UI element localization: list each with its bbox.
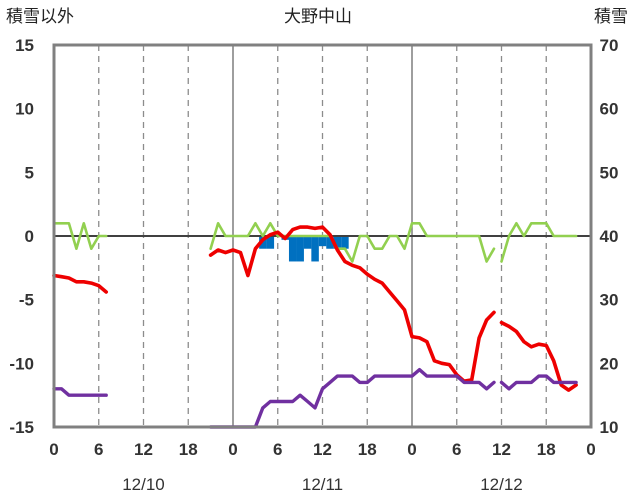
precipitation-bar [266,236,275,249]
left-tick-label: 15 [15,36,34,55]
right-tick-label: 60 [600,100,619,119]
precipitation-bar [333,236,342,249]
precipitation-bar [318,236,327,247]
wind-line [52,222,108,250]
x-tick-label: 6 [452,440,461,459]
series-lines [52,222,578,429]
snow-depth-line [499,374,578,391]
x-tick-label: 18 [179,440,198,459]
left-tick-label: 10 [15,100,34,119]
x-tick-label: 0 [407,440,416,459]
date-label: 12/10 [122,475,165,494]
x-tick-label: 12 [134,440,153,459]
precipitation-bar [303,236,312,249]
x-tick-label: 18 [358,440,377,459]
date-label: 12/12 [480,475,523,494]
left-tick-label: 0 [25,227,34,246]
right-tick-label: 30 [600,291,619,310]
chart-title: 大野中山 [284,7,352,27]
date-labels: 12/10 12/11 12/12 [122,475,523,494]
date-label: 12/11 [302,475,343,494]
right-tick-label: 10 [600,418,619,437]
left-tick-label: 5 [25,163,34,182]
left-tick-label: -5 [19,291,34,310]
x-tick-label: 0 [49,440,58,459]
right-tick-label: 20 [600,354,619,373]
left-axis-title: 積雪以外 [6,7,74,27]
x-axis-ticks: 0 6 12 18 0 6 12 18 0 6 12 18 0 [49,440,595,459]
precipitation-bar [326,236,334,249]
precipitation-bar [296,236,304,262]
wind-line [209,222,496,263]
right-axis-ticks: 70 60 50 40 30 20 10 [600,36,619,437]
x-tick-label: 0 [228,440,237,459]
x-tick-label: 6 [94,440,103,459]
wind-line [500,222,578,263]
left-axis-ticks: 15 10 5 0 -5 -10 -15 [9,36,34,437]
precipitation-bar [311,236,319,262]
precipitation-bar [288,236,297,262]
precipitation-bar [341,236,349,249]
snow-depth-line [208,368,496,429]
right-tick-label: 40 [600,227,619,246]
x-tick-label: 0 [586,440,595,459]
left-tick-label: -10 [9,354,34,373]
temperature-line [52,273,108,294]
x-tick-label: 12 [313,440,332,459]
right-tick-label: 50 [600,163,619,182]
temperature-line [208,225,496,384]
x-tick-label: 12 [492,440,511,459]
left-tick-label: -15 [9,418,34,437]
right-tick-label: 70 [600,36,619,55]
plot-frame [52,43,593,429]
x-tick-label: 6 [273,440,282,459]
snow-depth-line [52,387,108,397]
temperature-line [499,320,578,392]
right-axis-title: 積雪 [594,7,628,27]
x-tick-label: 18 [537,440,556,459]
